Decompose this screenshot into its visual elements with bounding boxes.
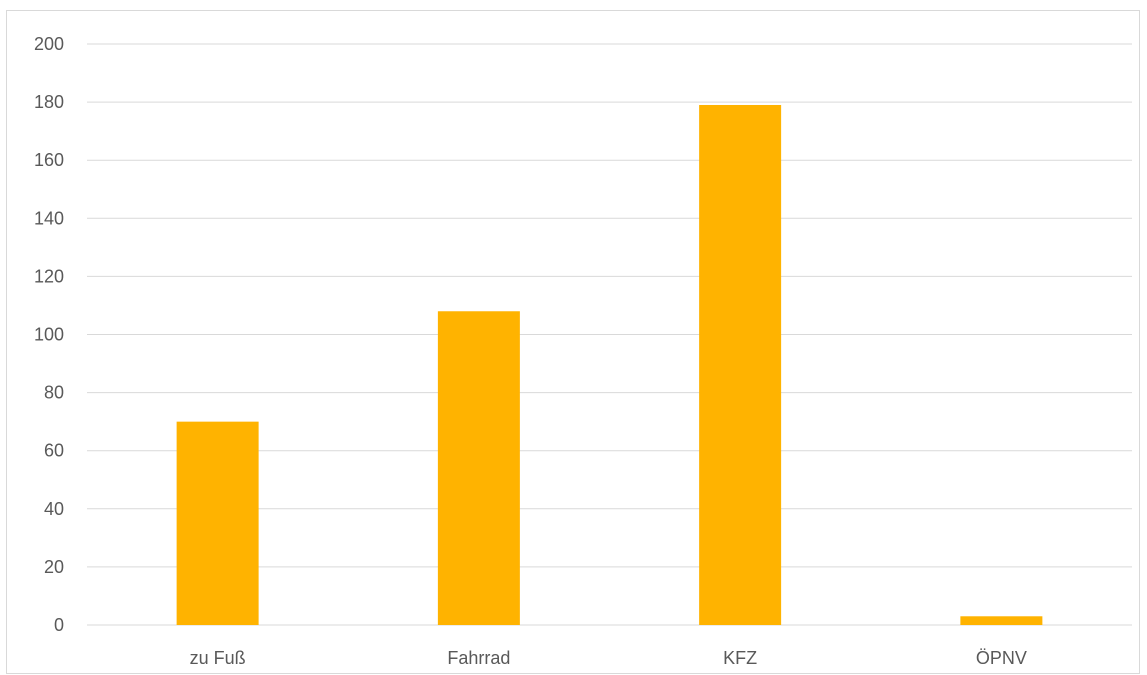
y-axis-tick-labels: 0 20 40 60 80 100 120 140 160 180 200 — [34, 34, 64, 635]
bar-0 — [176, 421, 259, 625]
x-axis-tick-labels: zu Fuß Fahrrad KFZ ÖPNV — [190, 648, 1027, 668]
x-tick-label: ÖPNV — [976, 648, 1027, 668]
bar-chart: 0 20 40 60 80 100 120 140 160 180 200 zu Fuß Fahrra… — [34, 34, 1132, 668]
y-tick-label: 40 — [44, 499, 64, 519]
gridlines — [87, 43, 1132, 626]
x-tick-label: Fahrrad — [447, 648, 510, 668]
y-tick-label: 200 — [34, 34, 64, 54]
y-tick-label: 80 — [44, 383, 64, 403]
x-tick-label: KFZ — [723, 648, 757, 668]
chart-frame: 0 20 40 60 80 100 120 140 160 180 200 zu Fuß Fahrra… — [6, 10, 1140, 674]
y-tick-label: 100 — [34, 325, 64, 345]
x-tick-label: zu Fuß — [190, 648, 246, 668]
y-tick-label: 160 — [34, 150, 64, 170]
y-tick-label: 0 — [54, 615, 64, 635]
bar-3 — [960, 616, 1043, 625]
y-tick-label: 20 — [44, 557, 64, 577]
bars — [176, 105, 1043, 625]
bar-2 — [699, 105, 782, 625]
y-tick-label: 140 — [34, 208, 64, 228]
y-tick-label: 180 — [34, 92, 64, 112]
bar-1 — [437, 311, 520, 625]
y-tick-label: 60 — [44, 441, 64, 461]
y-tick-label: 120 — [34, 266, 64, 286]
